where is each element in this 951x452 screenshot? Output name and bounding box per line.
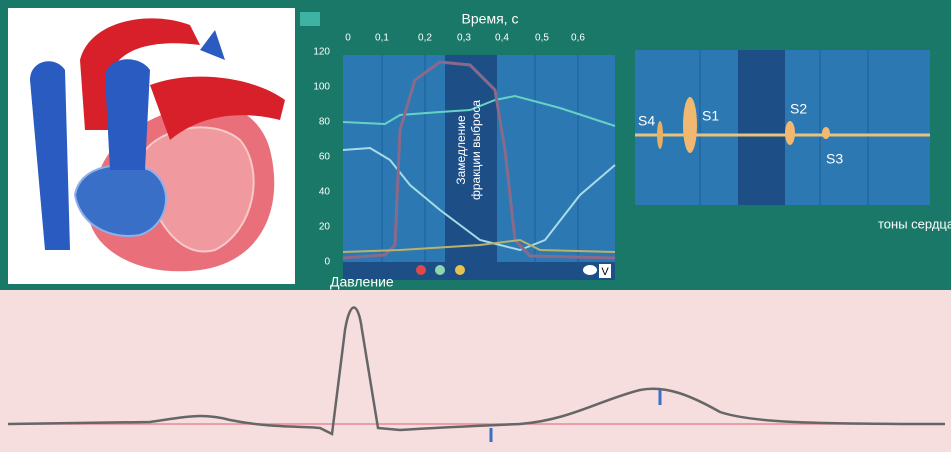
ecg-background <box>0 290 951 452</box>
y-tick-label: 40 <box>319 187 331 198</box>
y-tick-label: 80 <box>319 117 331 128</box>
corner-label[interactable]: V <box>601 266 609 278</box>
sound-label: S3 <box>826 151 843 167</box>
x-tick-label: 0,4 <box>495 33 509 44</box>
y-tick-label: 20 <box>319 222 331 233</box>
legend-dot-green[interactable] <box>435 265 445 275</box>
y-tick-label: 120 <box>313 47 330 58</box>
annotation-line: фракции выброса <box>469 100 483 200</box>
x-tick-label: 0,2 <box>418 33 432 44</box>
sound-s1 <box>683 97 697 153</box>
x-tick-label: 0,6 <box>571 33 585 44</box>
y-tick-label: 100 <box>313 82 330 93</box>
x-tick-label: 0,5 <box>535 33 549 44</box>
sound-s2 <box>785 121 795 145</box>
panel-button[interactable] <box>300 12 320 26</box>
heart-sounds-caption: тоны сердца <box>878 216 951 231</box>
sound-label: S1 <box>702 108 719 124</box>
sound-label: S2 <box>790 101 807 117</box>
x-tick-label: 0,1 <box>375 33 389 44</box>
legend-dot-red[interactable] <box>416 265 426 275</box>
pulmonary-artery <box>105 59 150 170</box>
x-tick-label: 0,3 <box>457 33 471 44</box>
sound-s4 <box>657 121 663 149</box>
time-axis-title: Время, с <box>462 11 519 27</box>
sound-s3 <box>822 127 830 139</box>
cardiac-cycle-screen: V Время, с 0 0,1 0,2 0,3 0,4 0,5 0,6 120… <box>0 0 951 452</box>
x-tick-label: 0 <box>345 33 351 44</box>
annotation-line: Замедление <box>454 115 468 185</box>
pressure-axis-title: Давление <box>330 274 394 290</box>
sound-label: S4 <box>638 113 655 129</box>
legend-dot-yellow[interactable] <box>455 265 465 275</box>
legend-dot-white[interactable] <box>583 265 597 275</box>
heart-sounds-band <box>738 50 785 205</box>
y-tick-label: 0 <box>324 257 330 268</box>
y-tick-label: 60 <box>319 152 331 163</box>
